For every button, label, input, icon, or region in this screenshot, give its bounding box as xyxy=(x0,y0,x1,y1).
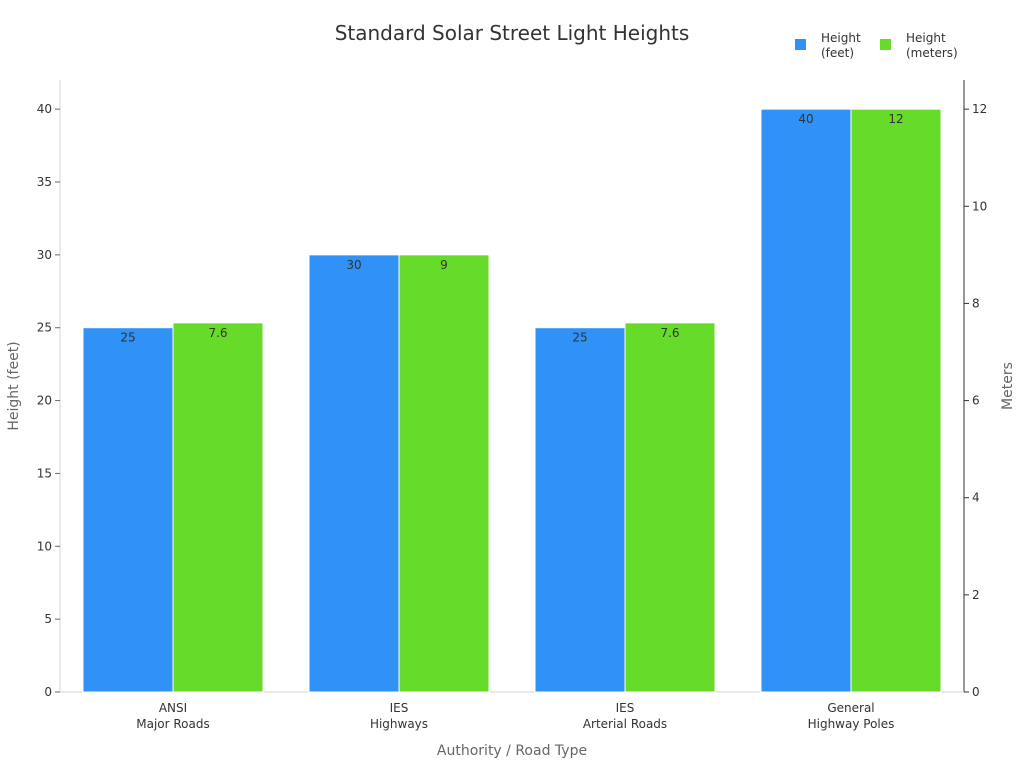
bar-value-label: 7.6 xyxy=(660,326,679,340)
bar[interactable] xyxy=(534,327,626,693)
y2-tick-label: 10 xyxy=(972,199,987,213)
y2-tick-label: 0 xyxy=(972,685,980,699)
bar-value-label: 9 xyxy=(440,258,448,272)
legend-label: Height (meters) xyxy=(906,31,958,60)
y-tick-label: 15 xyxy=(37,466,52,480)
y2-tick-label: 6 xyxy=(972,394,980,408)
y-tick-label: 10 xyxy=(37,539,52,553)
legend-label: Height (feet) xyxy=(821,31,861,60)
bar-value-label: 40 xyxy=(798,112,813,126)
y2-tick-label: 4 xyxy=(972,491,980,505)
bar[interactable] xyxy=(624,322,716,693)
y-tick-label: 0 xyxy=(44,685,52,699)
bar[interactable] xyxy=(398,254,490,693)
chart-title: Standard Solar Street Light Heights xyxy=(335,21,690,45)
legend: Height (feet) Height (meters) xyxy=(795,31,958,60)
y-tick-label: 35 xyxy=(37,175,52,189)
bar[interactable] xyxy=(850,108,942,693)
y-tick-label: 5 xyxy=(44,612,52,626)
bar-value-label: 7.6 xyxy=(208,326,227,340)
y2-tick-label: 2 xyxy=(972,588,980,602)
x-tick-label: IES Arterial Roads xyxy=(583,701,667,731)
y2-axis-title: Meters xyxy=(1000,362,1016,410)
bar-value-label: 30 xyxy=(346,258,361,272)
bar[interactable] xyxy=(82,327,174,693)
bar[interactable] xyxy=(172,322,264,693)
legend-swatch xyxy=(880,39,891,50)
bar-value-label: 25 xyxy=(572,331,587,345)
plot-area: 0 5 10 15 20 25 30 35 40 0 2 4 6 8 10 12 25 7.6 ANSI Major … xyxy=(37,80,987,731)
x-tick-label: ANSI Major Roads xyxy=(136,701,210,731)
y-tick-label: 25 xyxy=(37,321,52,335)
y-tick-label: 40 xyxy=(37,102,52,116)
y-tick-label: 30 xyxy=(37,248,52,262)
y-axis-title: Height (feet) xyxy=(6,341,22,430)
bar[interactable] xyxy=(760,108,852,693)
x-tick-label: IES Highways xyxy=(370,701,428,731)
bar-value-label: 12 xyxy=(888,112,903,126)
y2-tick-label: 12 xyxy=(972,102,987,116)
bar[interactable] xyxy=(308,254,400,693)
y-tick-label: 20 xyxy=(37,394,52,408)
bar-value-label: 25 xyxy=(120,331,135,345)
x-axis-title: Authority / Road Type xyxy=(437,743,587,759)
legend-swatch xyxy=(795,39,806,50)
y2-tick-label: 8 xyxy=(972,296,980,310)
x-tick-label: General Highway Poles xyxy=(808,701,895,731)
